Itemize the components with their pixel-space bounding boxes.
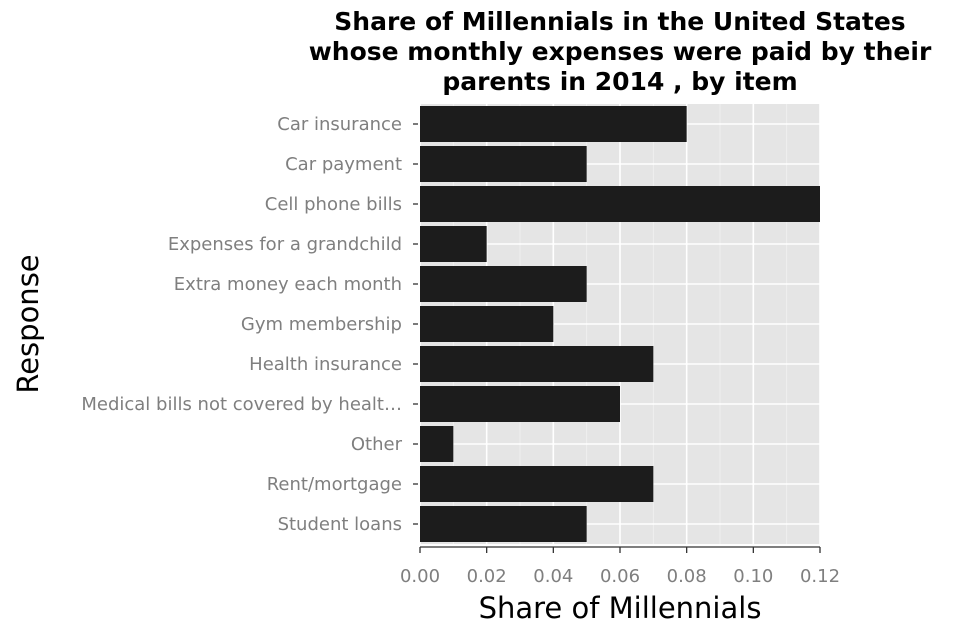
y-tick-label: Health insurance <box>249 354 402 375</box>
bar <box>420 426 454 462</box>
chart-title-line-3: parents in 2014 , by item <box>442 67 797 96</box>
bar <box>420 386 620 422</box>
bar <box>420 226 487 262</box>
bar <box>420 266 587 302</box>
bar <box>420 306 554 342</box>
bar <box>420 106 687 142</box>
x-tick-label: 0.02 <box>467 566 507 587</box>
x-tick-label: 0.08 <box>667 566 707 587</box>
bar <box>420 466 654 502</box>
bars <box>420 106 820 542</box>
y-tick-label: Gym membership <box>241 314 402 335</box>
chart-title-line-1: Share of Millennials in the United State… <box>334 7 905 36</box>
x-tick-label: 0.00 <box>400 566 440 587</box>
y-tick-label: Car payment <box>285 154 402 175</box>
chart-title-line-2: whose monthly expenses were paid by thei… <box>309 37 932 66</box>
bar <box>420 146 587 182</box>
y-tick-label: Car insurance <box>277 114 402 135</box>
x-axis-title: Share of Millennials <box>479 591 762 625</box>
y-tick-label: Other <box>351 434 403 455</box>
y-tick-label: Medical bills not covered by healt… <box>81 394 402 415</box>
x-tick-label: 0.06 <box>600 566 640 587</box>
y-axis-title: Response <box>11 254 45 393</box>
x-tick-label: 0.10 <box>733 566 773 587</box>
y-tick-label: Cell phone bills <box>265 194 402 215</box>
y-tick-label: Rent/mortgage <box>267 474 402 495</box>
x-axis: 0.00 0.02 0.04 0.06 0.08 0.10 0.12 <box>400 546 840 587</box>
y-tick-label: Extra money each month <box>174 274 402 295</box>
y-axis: Car insurance Car payment Cell phone bills… <box>81 114 418 535</box>
y-tick-label: Student loans <box>278 514 402 535</box>
x-tick-label: 0.04 <box>533 566 573 587</box>
x-tick-label: 0.12 <box>800 566 840 587</box>
bar <box>420 186 820 222</box>
bar <box>420 346 654 382</box>
y-tick-label: Expenses for a grandchild <box>168 234 402 255</box>
bar <box>420 506 587 542</box>
